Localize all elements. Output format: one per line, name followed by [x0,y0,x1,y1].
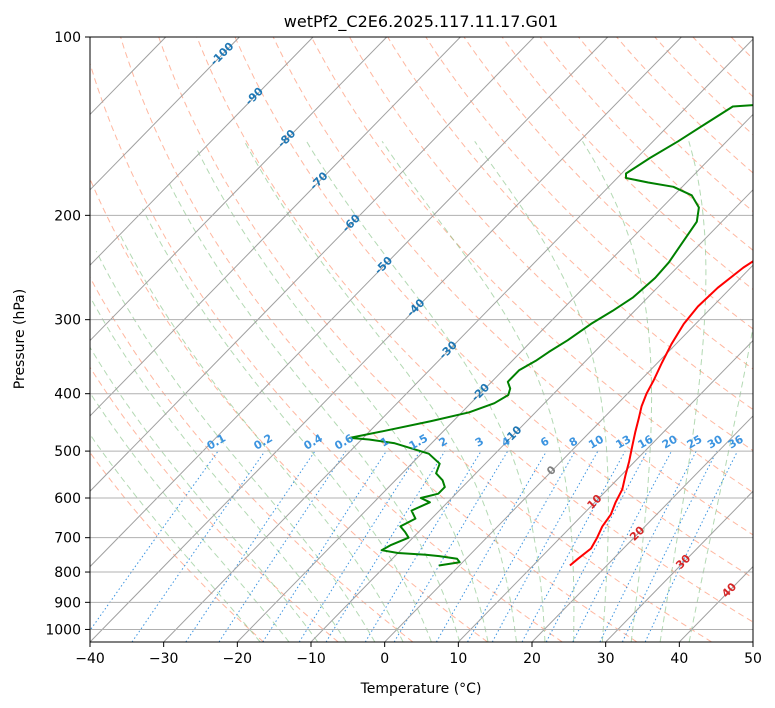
dry-adiabat-line [120,37,638,642]
x-axis-label: Temperature (°C) [360,681,482,697]
temperature-line [569,260,753,567]
moist-adiabat-line [142,208,432,642]
mixing-ratio-line [467,450,576,642]
y-tick-label: 200 [54,208,81,224]
dry-adiabat-line [90,451,264,642]
moist-adiabat-line [90,346,319,642]
mixing-ratio-line [131,450,266,642]
x-tick-label: 50 [744,651,762,667]
y-tick-label: 500 [54,444,81,460]
y-tick-label: 900 [54,595,81,611]
y-axis: 1000 900 800 700 600 500 400 300 200 100 [45,30,90,638]
dry-adiabat-line [463,37,753,330]
x-tick-label: 20 [523,651,541,667]
isotherm-line [310,189,753,642]
moist-adiabat-line [95,251,376,642]
isotherm-line [384,264,753,642]
mixing-ratio-lines [90,450,738,642]
dry-adiabat-line [616,37,753,174]
dry-adiabat-line [310,37,753,494]
y-axis-label: Pressure (hPa) [12,289,28,389]
x-tick-label: 40 [670,651,688,667]
mixing-ratio-line [491,450,599,642]
x-tick-label: 10 [449,651,467,667]
dry-adiabat-line [501,37,753,291]
y-tick-label: 800 [54,565,81,581]
y-tick-label: 100 [54,30,81,46]
dry-adiabat-line [90,276,414,642]
sounding-series [348,104,753,567]
dry-adiabat-line [387,37,753,411]
mixing-ratio-line [521,450,626,642]
mixing-ratio-line [364,450,482,642]
y-tick-label: 1000 [45,622,81,638]
mixing-ratio-line [325,450,446,642]
y-tick-label: 700 [54,531,81,547]
x-tick-label: −10 [296,651,326,667]
isotherm-line [457,339,753,642]
dry-adiabat-line [425,37,753,370]
isotherm-line [90,37,461,417]
mixing-ratio-line [90,450,219,632]
x-tick-label: 30 [597,651,615,667]
plot-frame [89,36,754,643]
y-tick-label: 400 [54,387,81,403]
mixing-ratio-line [644,450,738,642]
dry-adiabat-line [272,37,753,536]
dry-adiabat-line [234,37,753,579]
isotherm-line [163,38,753,642]
isotherm-line [90,37,609,568]
moist-adiabat-line [90,433,261,642]
dry-adiabat-line [90,177,488,642]
x-axis: −40 −30 −20 −10 0 10 20 30 40 50 [75,642,762,667]
dry-adiabat-line [90,61,563,642]
chart-title: wetPf2_C2E6.2025.117.11.17.G01 [284,12,558,32]
y-tick-label: 600 [54,491,81,507]
moist-adiabat-line [167,180,461,642]
dry-adiabat-line [158,37,712,642]
mixing-ratio-line [298,450,421,642]
isotherms [90,37,753,642]
y-tick-label: 300 [54,313,81,329]
mixing-ratio-line [262,450,387,642]
dry-adiabats [90,37,753,642]
isotherm-line [90,37,682,642]
plot-area: 0.1 0.2 0.4 0.6 1 1.5 2 3 4 6 8 10 13 16 20 25 30 36-100-… [90,37,753,642]
isotherm-line [236,113,753,642]
dry-adiabat-line [578,37,753,213]
isotherm-line [90,37,535,492]
x-tick-label: −30 [149,651,179,667]
isotherm-line [531,415,753,642]
mixing-ratio-line [621,450,718,642]
x-tick-label: 0 [380,651,389,667]
mixing-ratio-line [393,450,509,642]
x-tick-label: −20 [223,651,253,667]
isotherm-line [90,37,388,342]
mixing-ratio-line [435,450,548,642]
isotherm-line [90,37,314,266]
moist-adiabat-line [119,233,404,642]
isotherm-line [90,37,240,191]
moist-adiabat-line [90,391,290,642]
x-tick-label: −40 [75,651,105,667]
dewpoint-line [348,104,753,567]
isotherm-line [605,490,753,642]
moist-adiabat-line [90,295,347,642]
